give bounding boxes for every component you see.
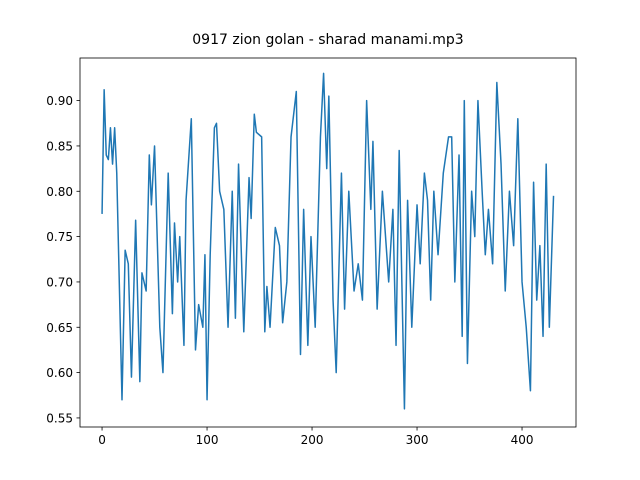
x-tick-label: 100 bbox=[196, 433, 219, 447]
y-tick-label: 0.80 bbox=[46, 185, 73, 199]
y-tick-label: 0.55 bbox=[46, 411, 73, 425]
chart-title: 0917 zion golan - sharad manami.mp3 bbox=[192, 32, 463, 48]
x-tick-label: 200 bbox=[301, 433, 324, 447]
y-tick-label: 0.70 bbox=[46, 275, 73, 289]
plot-frame bbox=[79, 57, 577, 428]
x-tick-label: 400 bbox=[511, 433, 534, 447]
data-line bbox=[101, 72, 555, 410]
y-tick-label: 0.75 bbox=[46, 230, 73, 244]
y-tick-label: 0.60 bbox=[46, 366, 73, 380]
y-tick-label: 0.85 bbox=[46, 139, 73, 153]
y-tick-label: 0.65 bbox=[46, 321, 73, 335]
x-tick-label: 0 bbox=[98, 433, 106, 447]
x-tick-label: 300 bbox=[406, 433, 429, 447]
y-tick-label: 0.90 bbox=[46, 94, 73, 108]
